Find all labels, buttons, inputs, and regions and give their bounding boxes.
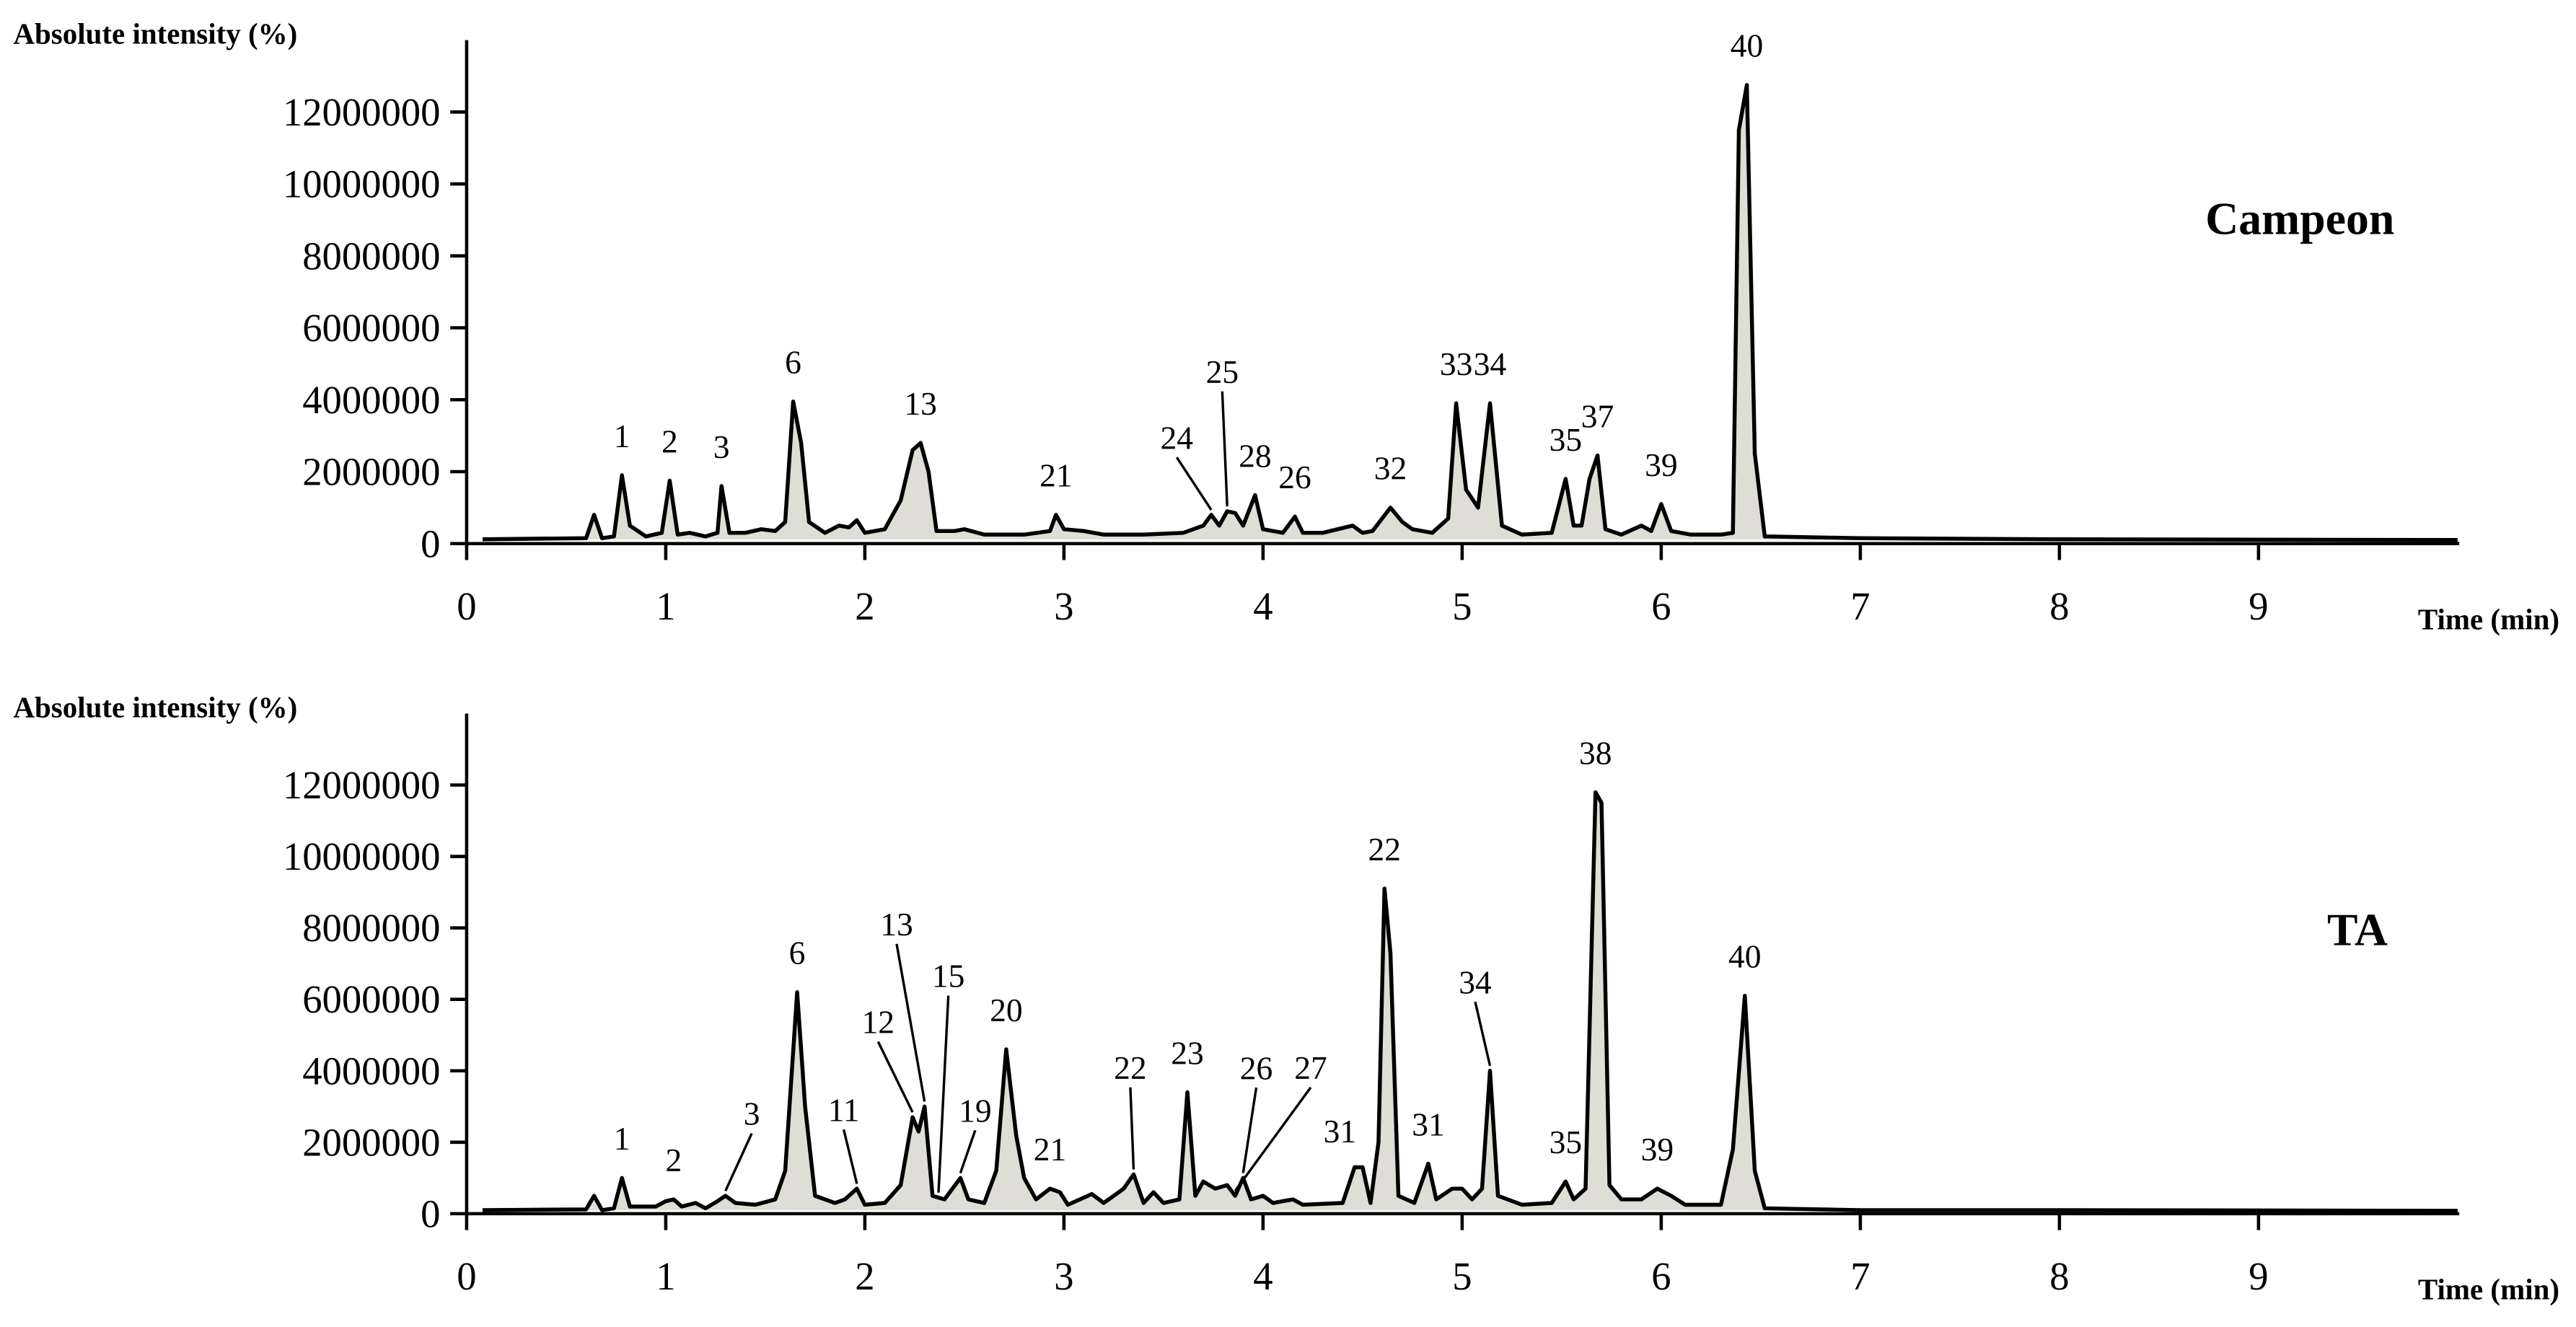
- y-tick-label: 10000000: [283, 162, 441, 206]
- x-tick-label: 7: [1850, 1254, 1870, 1298]
- x-tick-label: 1: [656, 584, 675, 628]
- leader-line: [895, 943, 926, 1102]
- leader-line: [1474, 1001, 1492, 1067]
- peak-label: 24: [1161, 419, 1194, 456]
- peak-label: 26: [1278, 459, 1311, 495]
- y-tick-label: 12000000: [283, 763, 441, 807]
- peak-label: 2: [666, 1142, 682, 1178]
- peak-label: 40: [1731, 27, 1764, 64]
- x-tick-label: 5: [1452, 1254, 1472, 1298]
- x-tick-label: 2: [855, 584, 874, 628]
- peak-label: 40: [1728, 938, 1762, 975]
- y-tick-label: 6000000: [302, 977, 440, 1021]
- leader-line: [937, 995, 950, 1193]
- y-tick-label: 2000000: [302, 450, 440, 494]
- area-fill: [482, 84, 2458, 540]
- peak-label: 1: [614, 1120, 630, 1157]
- peak-label: 39: [1645, 446, 1678, 483]
- x-tick-label: 8: [2049, 1254, 2069, 1298]
- y-tick-label: 8000000: [302, 234, 440, 278]
- peak-label: 23: [1171, 1034, 1204, 1071]
- peak-label: 27: [1294, 1049, 1327, 1086]
- leader-line: [1241, 1087, 1258, 1173]
- y-axis-title: Absolute intensity (%): [13, 17, 297, 50]
- leader-line: [1129, 1087, 1135, 1170]
- y-axis-title: Absolute intensity (%): [13, 690, 297, 723]
- peak-label: 22: [1368, 831, 1401, 868]
- area-fill: [482, 792, 2458, 1211]
- peak-label: 34: [1474, 345, 1507, 382]
- trace-line: [482, 790, 2458, 1213]
- peak-label: 13: [880, 906, 913, 943]
- peak-label: 28: [1239, 437, 1272, 474]
- y-tick-label: 8000000: [302, 906, 440, 950]
- peak-label: 35: [1549, 421, 1583, 458]
- trace-line: [482, 83, 2458, 542]
- x-tick-label: 0: [457, 584, 476, 628]
- peak-label: 1: [614, 418, 630, 454]
- x-tick-label: 6: [1651, 1254, 1671, 1298]
- x-tick-label: 8: [2049, 584, 2069, 628]
- peak-label: 33: [1440, 345, 1473, 382]
- x-tick-label: 3: [1054, 1254, 1073, 1298]
- peak-label: 31: [1324, 1113, 1357, 1150]
- x-axis-title: Time (min): [2418, 1273, 2559, 1306]
- peak-label: 35: [1549, 1124, 1583, 1160]
- y-tick-label: 0: [421, 1191, 440, 1235]
- y-tick-label: 6000000: [302, 306, 440, 350]
- x-tick-label: 4: [1253, 1254, 1272, 1298]
- peak-label: 21: [1039, 457, 1073, 494]
- peak-label: 15: [932, 958, 965, 995]
- peak-label: 25: [1206, 353, 1239, 390]
- peak-label: 32: [1374, 450, 1407, 487]
- peak-label: 3: [713, 428, 730, 465]
- y-tick-label: 0: [421, 521, 440, 565]
- peak-label: 11: [828, 1091, 860, 1128]
- chart-title: TA: [2327, 904, 2388, 955]
- peak-label: 22: [1114, 1049, 1147, 1086]
- leader-line: [959, 1129, 977, 1174]
- leader-line: [1234, 1086, 1312, 1192]
- x-tick-label: 9: [2248, 584, 2268, 628]
- y-tick-label: 4000000: [302, 1049, 440, 1093]
- x-tick-label: 9: [2248, 1254, 2268, 1298]
- peak-label: 34: [1459, 964, 1492, 1000]
- leader-line: [876, 1041, 914, 1114]
- x-tick-label: 2: [855, 1254, 874, 1298]
- x-axis-title: Time (min): [2418, 603, 2559, 636]
- x-tick-label: 1: [656, 1254, 675, 1298]
- leader-line: [1221, 391, 1228, 507]
- leader-line: [1175, 457, 1213, 511]
- x-tick-label: 3: [1054, 584, 1073, 628]
- peak-label: 2: [661, 423, 678, 459]
- leader-line: [724, 1132, 753, 1191]
- y-tick-label: 12000000: [283, 90, 441, 134]
- peak-label: 19: [959, 1092, 992, 1129]
- peak-label: 20: [990, 992, 1023, 1028]
- x-tick-label: 6: [1651, 584, 1671, 628]
- peak-label: 37: [1581, 397, 1614, 434]
- peak-label: 38: [1579, 734, 1612, 771]
- x-tick-label: 5: [1452, 584, 1472, 628]
- peak-label: 6: [789, 935, 806, 971]
- peak-label: 26: [1240, 1049, 1273, 1086]
- peak-label: 39: [1641, 1131, 1674, 1168]
- peak-label: 21: [1034, 1131, 1067, 1168]
- peak-label: 31: [1412, 1106, 1445, 1142]
- peak-label: 3: [744, 1095, 760, 1132]
- y-tick-label: 4000000: [302, 378, 440, 422]
- x-tick-label: 4: [1253, 584, 1272, 628]
- leader-line: [842, 1129, 858, 1184]
- peak-label: 13: [904, 385, 937, 422]
- y-tick-label: 10000000: [283, 834, 441, 878]
- x-tick-label: 0: [457, 1254, 476, 1298]
- peak-label: 6: [785, 344, 801, 381]
- peak-label: 12: [862, 1004, 895, 1041]
- x-tick-label: 7: [1850, 584, 1870, 628]
- chart-title: Campeon: [2205, 193, 2394, 244]
- y-tick-label: 2000000: [302, 1120, 440, 1164]
